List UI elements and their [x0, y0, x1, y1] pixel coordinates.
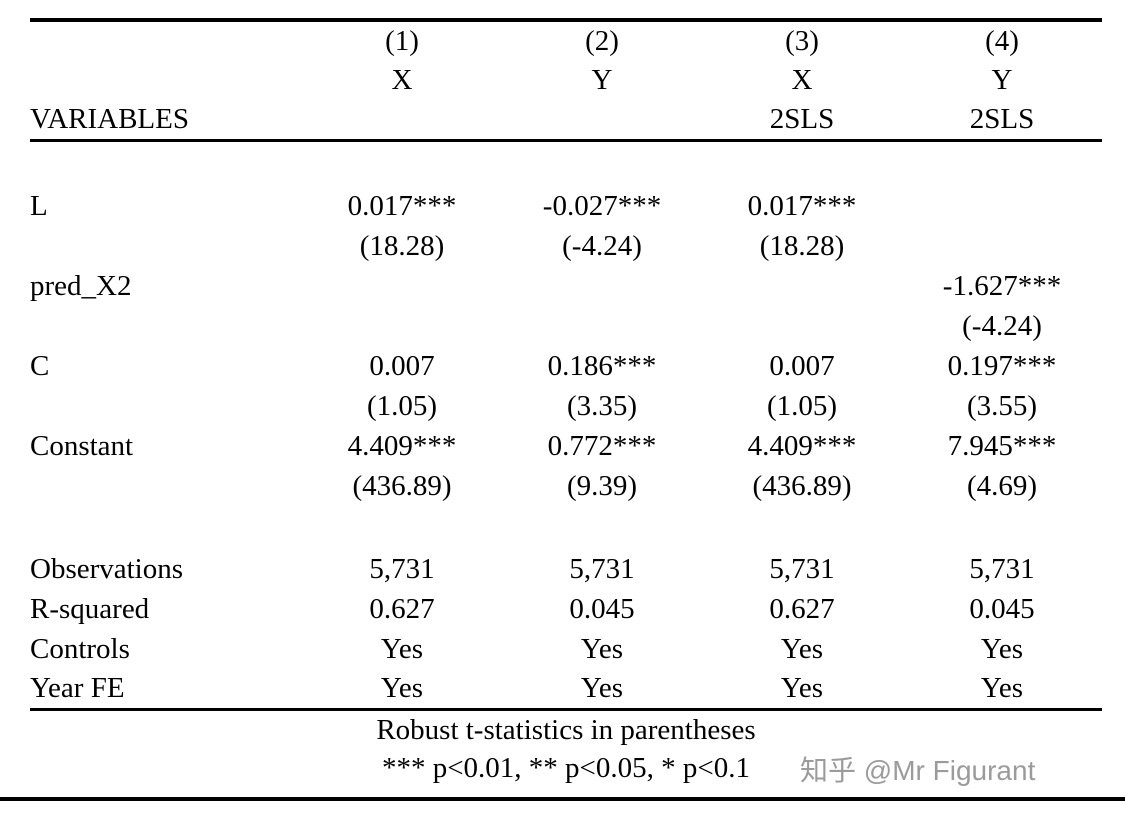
tstat-row-Constant: (436.89) (9.39) (436.89) (4.69) — [30, 466, 1102, 506]
coef-value — [702, 266, 902, 306]
bottom-rule — [0, 797, 1125, 801]
dep-var-2: Y — [591, 63, 613, 96]
column-number-1: (1) — [385, 24, 419, 57]
column-number-4: (4) — [985, 24, 1019, 57]
coef-value: 0.017*** — [347, 189, 457, 222]
stat-row-year-fe: Year FE Yes Yes Yes Yes — [30, 669, 1102, 711]
tstat-value: (3.35) — [566, 389, 638, 422]
stat-value: 5,731 — [769, 552, 835, 585]
tstat-value — [702, 306, 902, 346]
stat-label: Year FE — [30, 669, 302, 711]
coef-value: -1.627*** — [942, 269, 1062, 302]
tstat-value — [302, 306, 502, 346]
stat-value: Yes — [702, 669, 902, 711]
stat-value: 0.045 — [569, 592, 635, 625]
stat-label: Observations — [30, 552, 184, 585]
stat-value: 0.627 — [769, 592, 835, 625]
note-line-2: *** p<0.01, ** p<0.05, * p<0.1 — [381, 752, 751, 784]
tstat-value: (1.05) — [766, 389, 838, 422]
tstat-spacer — [30, 226, 302, 266]
method-4: 2SLS — [902, 100, 1102, 142]
header-row-column-numbers: (1) (2) (3) (4) — [30, 20, 1102, 60]
stat-value: 5,731 — [969, 552, 1035, 585]
tstat-value: (436.89) — [752, 469, 852, 502]
header-spacer-cell — [30, 20, 302, 60]
coef-value: 4.409*** — [347, 429, 457, 462]
watermark-text: 知乎 @Mr Figurant — [800, 755, 1036, 786]
spacer-row — [30, 506, 1102, 549]
coef-value — [902, 186, 1102, 226]
coef-row-pred-X2: pred_X2 -1.627*** — [30, 266, 1102, 306]
tstat-value: (-4.24) — [962, 309, 1042, 342]
coef-value: 0.186*** — [547, 349, 657, 382]
tstat-value — [902, 226, 1102, 266]
tstat-value: (-4.24) — [562, 229, 642, 262]
tstat-spacer — [30, 466, 302, 506]
header-row-variables: VARIABLES 2SLS 2SLS — [30, 100, 1102, 142]
coef-value — [302, 266, 502, 306]
stat-value: Yes — [980, 632, 1024, 665]
variable-label: L — [30, 189, 48, 222]
coef-value: -0.027*** — [542, 189, 662, 222]
method-3: 2SLS — [702, 100, 902, 142]
stat-value: Yes — [580, 632, 624, 665]
stat-value: 5,731 — [569, 552, 635, 585]
coef-value — [502, 266, 702, 306]
tstat-value: (436.89) — [352, 469, 452, 502]
variable-label: C — [30, 349, 50, 382]
tstat-value — [502, 306, 702, 346]
tstat-value: (18.28) — [359, 229, 445, 262]
coef-row-L: L 0.017*** -0.027*** 0.017*** — [30, 186, 1102, 226]
coef-value: 0.772*** — [547, 429, 657, 462]
header-spacer-cell — [30, 60, 302, 100]
stat-value: Yes — [380, 632, 424, 665]
stat-value: 0.045 — [969, 592, 1035, 625]
method-1 — [302, 100, 502, 142]
stat-row-r-squared: R-squared 0.627 0.045 0.627 0.045 — [30, 589, 1102, 629]
variable-label: pred_X2 — [30, 269, 132, 302]
tstat-row-pred-X2: (-4.24) — [30, 306, 1102, 346]
table-notes: Robust t-statistics in parentheses *** p… — [30, 711, 1102, 787]
stat-value: Yes — [780, 632, 824, 665]
stat-value: Yes — [302, 669, 502, 711]
regression-table: (1) (2) (3) (4) X Y X Y VARIABLES 2SLS 2… — [30, 18, 1102, 711]
coef-value: 0.197*** — [947, 349, 1057, 382]
coef-row-Constant: Constant 4.409*** 0.772*** 4.409*** 7.94… — [30, 426, 1102, 466]
stat-row-controls: Controls Yes Yes Yes Yes — [30, 629, 1102, 669]
variable-label: Constant — [30, 429, 134, 462]
tstat-value: (3.55) — [966, 389, 1038, 422]
tstat-spacer — [30, 306, 302, 346]
dep-var-4: Y — [991, 63, 1013, 96]
stat-value: Yes — [502, 669, 702, 711]
column-number-2: (2) — [585, 24, 619, 57]
spacer-row — [30, 140, 1102, 186]
tstat-value: (1.05) — [366, 389, 438, 422]
stat-row-observations: Observations 5,731 5,731 5,731 5,731 — [30, 549, 1102, 589]
coef-value: 0.017*** — [747, 189, 857, 222]
coef-value: 0.007 — [369, 349, 435, 382]
tstat-value: (18.28) — [759, 229, 845, 262]
header-row-dependent-variables: X Y X Y — [30, 60, 1102, 100]
stat-value: 5,731 — [369, 552, 435, 585]
coef-value: 4.409*** — [747, 429, 857, 462]
column-number-3: (3) — [785, 24, 819, 57]
tstat-spacer — [30, 386, 302, 426]
stat-value: Yes — [902, 669, 1102, 711]
stat-label: R-squared — [30, 592, 150, 625]
note-line-1: Robust t-statistics in parentheses — [376, 714, 756, 746]
dep-var-1: X — [391, 63, 413, 96]
tstat-row-C: (1.05) (3.35) (1.05) (3.55) — [30, 386, 1102, 426]
coef-row-C: C 0.007 0.186*** 0.007 0.197*** — [30, 346, 1102, 386]
tstat-value: (4.69) — [966, 469, 1038, 502]
tstat-value: (9.39) — [566, 469, 638, 502]
coef-value: 7.945*** — [947, 429, 1057, 462]
tstat-row-L: (18.28) (-4.24) (18.28) — [30, 226, 1102, 266]
coef-value: 0.007 — [769, 349, 835, 382]
variables-header: VARIABLES — [30, 100, 302, 142]
method-2 — [502, 100, 702, 142]
stat-value: 0.627 — [369, 592, 435, 625]
dep-var-3: X — [791, 63, 813, 96]
stat-label: Controls — [30, 632, 130, 665]
